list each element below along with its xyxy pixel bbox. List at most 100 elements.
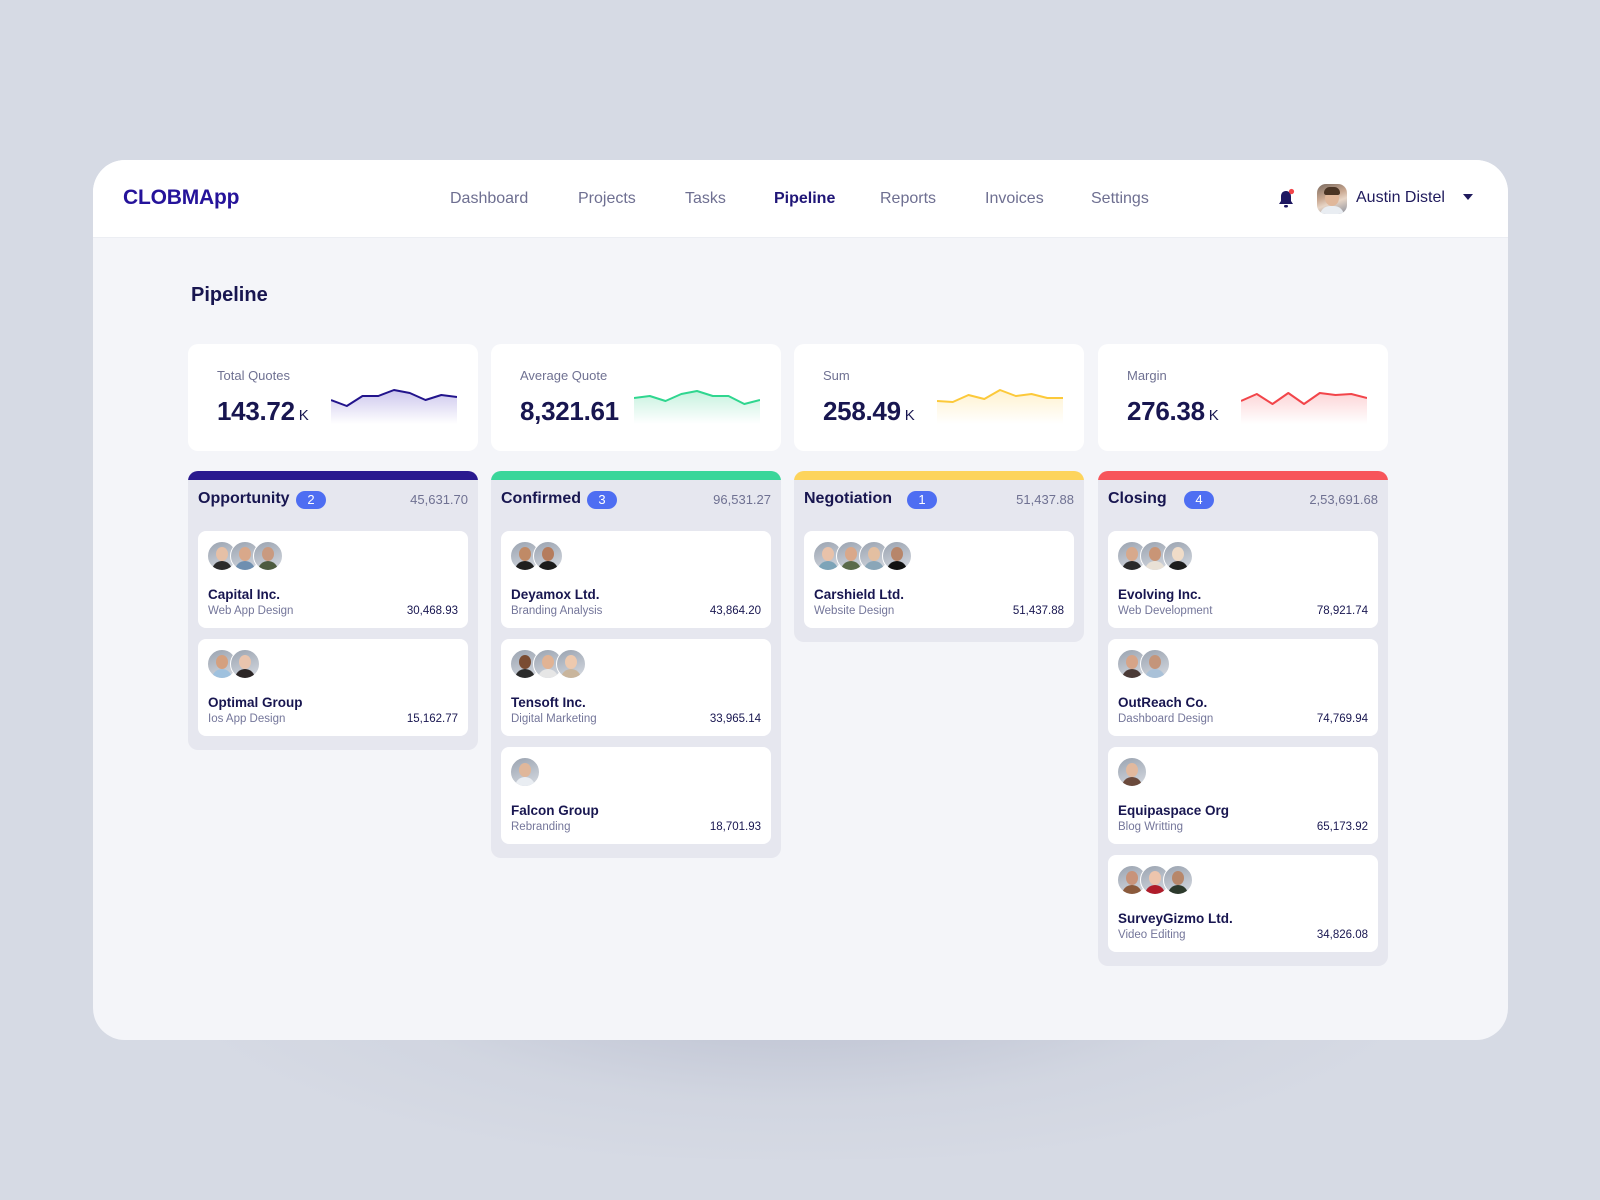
avatar[interactable] [253, 541, 283, 571]
nav-tasks[interactable]: Tasks [685, 190, 726, 207]
deal-category: Blog Writting [1118, 821, 1183, 833]
deal-list: Capital Inc. Web App Design 30,468.93 Optim… [188, 522, 478, 750]
deal-amount: 30,468.93 [406, 605, 458, 617]
avatar[interactable] [1163, 541, 1193, 571]
avatar[interactable] [556, 649, 586, 679]
sparkline-chart [1241, 392, 1367, 424]
notification-button[interactable] [1275, 188, 1297, 210]
deal-card[interactable]: Capital Inc. Web App Design 30,468.93 [198, 531, 468, 628]
stat-card-margin[interactable]: Margin 276.38 K [1098, 344, 1388, 451]
user-avatar[interactable] [1317, 184, 1347, 214]
deal-name: Equipaspace Org [1118, 803, 1230, 818]
column-total: 2,53,691.68 [1309, 492, 1378, 507]
deal-amount: 15,162.77 [406, 713, 458, 725]
stat-label: Average Quote [520, 368, 608, 383]
nav-invoices[interactable]: Invoices [985, 190, 1044, 207]
column-title: Confirmed [501, 490, 581, 507]
column-color-bar [1098, 471, 1388, 480]
avatar[interactable] [1117, 757, 1147, 787]
nav-reports[interactable]: Reports [880, 190, 937, 207]
avatar[interactable] [230, 649, 260, 679]
deal-name: Falcon Group [511, 803, 599, 818]
stat-unit: K [904, 407, 915, 424]
sparkline-chart [634, 390, 760, 424]
avatar[interactable] [510, 757, 540, 787]
stat-unit: K [298, 407, 309, 424]
column-header: Closing 4 2,53,691.68 [1098, 480, 1388, 522]
stat-unit: K [1208, 407, 1219, 424]
avatar[interactable] [882, 541, 912, 571]
nav-pipeline[interactable]: Pipeline [774, 190, 836, 207]
column-total: 45,631.70 [410, 492, 468, 507]
deal-name: Deyamox Ltd. [511, 587, 600, 602]
deal-category: Web App Design [208, 605, 294, 617]
deal-card[interactable]: Deyamox Ltd. Branding Analysis 43,864.20 [501, 531, 771, 628]
stat-card-sum[interactable]: Sum 258.49 K [794, 344, 1084, 451]
sparkline-chart [937, 389, 1063, 424]
deal-category: Rebranding [511, 821, 571, 833]
deal-card[interactable]: Optimal Group Ios App Design 15,162.77 [198, 639, 468, 736]
avatar[interactable] [1140, 649, 1170, 679]
column-total: 96,531.27 [713, 492, 771, 507]
assignee-avatars [207, 541, 283, 571]
deal-amount: 65,173.92 [1316, 821, 1368, 833]
assignee-avatars [207, 649, 260, 679]
deal-amount: 78,921.74 [1316, 605, 1368, 617]
deal-category: Ios App Design [208, 713, 286, 725]
app-logo[interactable]: CLOBMApp [123, 186, 240, 209]
column-confirmed: Confirmed 3 96,531.27 Deyamox Ltd. Branding … [491, 471, 781, 858]
deal-card[interactable]: Tensoft Inc. Digital Marketing 33,965.14 [501, 639, 771, 736]
deal-card[interactable]: Falcon Group Rebranding 18,701.93 [501, 747, 771, 844]
deal-card[interactable]: SurveyGizmo Ltd. Video Editing 34,826.08 [1108, 855, 1378, 952]
caret-down-icon[interactable] [1463, 194, 1473, 200]
stat-number: 276.38 [1127, 396, 1205, 426]
deal-card[interactable]: Carshield Ltd. Website Design 51,437.88 [804, 531, 1074, 628]
stat-card-average-quote[interactable]: Average Quote 8,321.61 [491, 344, 781, 451]
deal-category: Branding Analysis [511, 605, 603, 617]
stat-value: 143.72 K [217, 396, 309, 427]
user-name[interactable]: Austin Distel [1356, 189, 1445, 206]
assignee-avatars [1117, 865, 1193, 895]
nav-settings[interactable]: Settings [1091, 190, 1149, 207]
deal-category: Video Editing [1118, 929, 1186, 941]
deal-name: OutReach Co. [1118, 695, 1208, 710]
deal-name: SurveyGizmo Ltd. [1118, 911, 1233, 926]
column-header: Opportunity 2 45,631.70 [188, 480, 478, 522]
deal-name: Evolving Inc. [1118, 587, 1202, 602]
deal-list: Evolving Inc. Web Development 78,921.74 Out… [1098, 522, 1388, 966]
deal-card[interactable]: Equipaspace Org Blog Writting 65,173.92 [1108, 747, 1378, 844]
assignee-avatars [510, 541, 563, 571]
deal-amount: 34,826.08 [1316, 929, 1368, 941]
column-negotiation: Negotiation 1 51,437.88 Carshield Ltd. Websi… [794, 471, 1084, 642]
stat-card-total-quotes[interactable]: Total Quotes 143.72 K [188, 344, 478, 451]
column-color-bar [794, 471, 1084, 480]
assignee-avatars [1117, 757, 1147, 787]
deal-category: Website Design [814, 605, 895, 617]
page-title: Pipeline [191, 284, 268, 306]
stat-value: 276.38 K [1127, 396, 1219, 427]
deal-amount: 51,437.88 [1012, 605, 1064, 617]
nav-projects[interactable]: Projects [578, 190, 636, 207]
assignee-avatars [510, 649, 586, 679]
bell-icon [1279, 188, 1295, 208]
deal-name: Tensoft Inc. [511, 695, 586, 710]
avatar[interactable] [533, 649, 563, 679]
deal-card[interactable]: Evolving Inc. Web Development 78,921.74 [1108, 531, 1378, 628]
avatar[interactable] [1163, 865, 1193, 895]
assignee-avatars [1117, 541, 1193, 571]
stat-label: Margin [1127, 368, 1167, 383]
deal-amount: 43,864.20 [709, 605, 761, 617]
column-color-bar [491, 471, 781, 480]
nav-dashboard[interactable]: Dashboard [450, 190, 529, 207]
column-color-bar [188, 471, 478, 480]
deal-category: Web Development [1118, 605, 1213, 617]
avatar[interactable] [533, 541, 563, 571]
stat-number: 143.72 [217, 396, 295, 426]
column-header: Negotiation 1 51,437.88 [794, 480, 1084, 522]
deal-name: Optimal Group [208, 695, 303, 710]
deal-card[interactable]: OutReach Co. Dashboard Design 74,769.94 [1108, 639, 1378, 736]
main-nav: Dashboard Projects Tasks Pipeline Reports Inv… [93, 190, 1508, 210]
deal-name: Carshield Ltd. [814, 587, 905, 602]
stat-label: Sum [823, 368, 850, 383]
stat-value: 8,321.61 [520, 396, 623, 427]
